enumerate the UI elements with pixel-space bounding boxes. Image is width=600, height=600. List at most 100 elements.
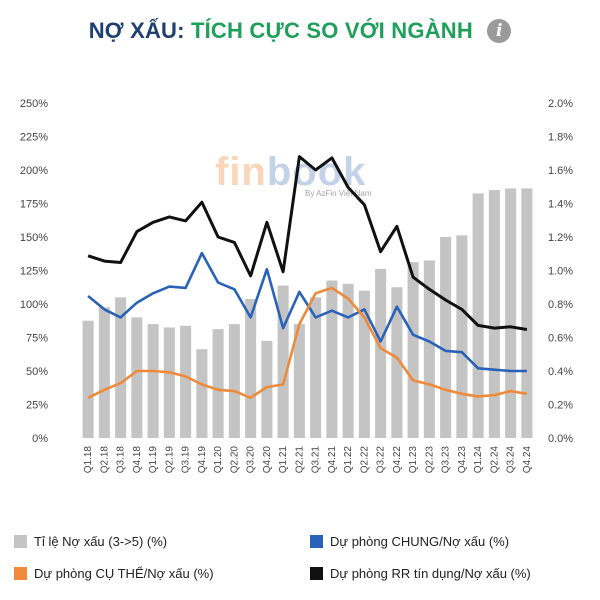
x-tick-label: Q1.19: [148, 446, 159, 474]
bar-Q1.19: [147, 324, 159, 438]
x-tick-label: Q1.21: [278, 446, 289, 474]
x-tick-label: Q2.20: [229, 446, 240, 474]
bar-Q4.20: [261, 340, 273, 438]
x-tick-label: Q3.20: [246, 446, 257, 474]
bar-Q3.21: [310, 297, 322, 438]
x-tick-label: Q2.21: [294, 446, 305, 474]
legend-item-chung[interactable]: Dự phòng CHUNG/Nợ xấu (%): [310, 534, 509, 549]
x-tick-label: Q4.22: [392, 446, 403, 474]
x-tick-label: Q2.24: [489, 446, 500, 474]
right-tick-label: 1.6%: [548, 165, 573, 177]
x-tick-label: Q4.18: [132, 446, 143, 474]
title-part1: NỢ XẤU:: [88, 18, 185, 43]
bar-series: [82, 188, 533, 438]
legend-label: Dự phòng RR tín dụng/Nợ xấu (%): [330, 566, 531, 581]
watermark-logo: finbook: [215, 150, 372, 195]
bar-Q1.23: [407, 262, 419, 438]
bar-Q2.24: [488, 190, 500, 438]
x-axis: Q1.18 Q2.18 Q3.18 Q4.18 Q1.19 Q2.19 Q3.19 Q4.19…: [83, 446, 533, 474]
bar-Q3.18: [115, 297, 127, 438]
x-tick-label: Q2.19: [164, 446, 175, 474]
legend-swatch-cuthe: [14, 567, 27, 580]
bar-Q3.22: [375, 268, 387, 438]
bar-Q1.22: [342, 283, 354, 438]
x-tick-label: Q1.23: [408, 446, 419, 474]
left-tick-label: 125%: [20, 266, 48, 278]
bar-Q2.18: [98, 307, 110, 438]
right-tick-label: 0.8%: [548, 299, 573, 311]
left-tick-label: 200%: [20, 165, 48, 177]
legend-label: Dự phòng CHUNG/Nợ xấu (%): [330, 534, 510, 549]
bar-Q3.20: [245, 298, 257, 438]
bar-Q2.22: [358, 290, 370, 438]
right-tick-label: 2.0%: [548, 98, 573, 110]
bar-Q1.21: [277, 285, 289, 438]
line-cuthe: [87, 286, 528, 400]
legend-swatch-rr: [310, 567, 323, 580]
legend-item-npl-ratio[interactable]: Tỉ lệ Nợ xấu (3->5) (%): [14, 534, 167, 549]
bar-Q2.23: [423, 260, 435, 438]
page-title: NỢ XẤU: TÍCH CỰC SO VỚI NGÀNH i: [0, 18, 600, 44]
left-tick-label: 225%: [20, 132, 48, 144]
line-series-group: [87, 155, 528, 400]
right-tick-label: 0.2%: [548, 400, 573, 412]
left-axis: 0% 25% 50% 75% 100% 125% 150% 175% 200% 225% 250%: [20, 98, 48, 445]
legend-item-rr[interactable]: Dự phòng RR tín dụng/Nợ xấu (%): [310, 566, 531, 581]
left-tick-label: 175%: [20, 199, 48, 211]
legend-item-cuthe[interactable]: Dự phòng CỤ THỂ/Nợ xấu (%): [14, 566, 214, 581]
bar-Q3.24: [505, 188, 517, 438]
left-tick-label: 0%: [32, 433, 48, 445]
bar-Q1.18: [82, 320, 94, 438]
x-tick-label: Q4.21: [327, 446, 338, 474]
bar-Q2.20: [228, 324, 240, 438]
bar-Q4.18: [131, 317, 143, 438]
left-tick-label: 150%: [20, 232, 48, 244]
x-tick-label: Q4.20: [262, 446, 273, 474]
x-tick-label: Q1.18: [83, 446, 94, 474]
line-chung: [87, 251, 527, 373]
left-tick-label: 75%: [26, 333, 48, 345]
watermark-logo-fin: fin: [215, 150, 267, 194]
right-tick-label: 1.4%: [548, 199, 573, 211]
left-tick-label: 100%: [20, 299, 48, 311]
x-tick-label: Q1.24: [473, 446, 484, 474]
x-tick-label: Q2.22: [359, 446, 370, 474]
legend-swatch-bar: [14, 535, 27, 548]
line-rr: [87, 155, 528, 331]
right-tick-label: 1.2%: [548, 232, 573, 244]
bar-Q4.24: [521, 188, 533, 438]
title-part2: TÍCH CỰC SO VỚI NGÀNH: [190, 18, 473, 43]
x-tick-label: Q3.19: [181, 446, 192, 474]
bar-Q1.20: [212, 329, 224, 438]
right-tick-label: 1.0%: [548, 266, 573, 278]
right-tick-label: 1.8%: [548, 132, 573, 144]
bar-Q4.23: [456, 235, 468, 438]
x-tick-label: Q2.23: [424, 446, 435, 474]
x-tick-label: Q4.19: [197, 446, 208, 474]
legend-label: Tỉ lệ Nợ xấu (3->5) (%): [34, 534, 168, 549]
bar-Q2.19: [163, 327, 175, 438]
x-tick-label: Q3.24: [506, 446, 517, 474]
bar-Q4.19: [196, 349, 208, 438]
watermark: finbook By AzFin Việt Nam: [215, 150, 372, 198]
right-axis: 0.0% 0.2% 0.4% 0.6% 0.8% 1.0% 1.2% 1.4% 1.6% 1.8%…: [548, 98, 573, 445]
right-tick-label: 0.6%: [548, 333, 573, 345]
x-tick-label: Q3.21: [311, 446, 322, 474]
x-tick-label: Q1.22: [343, 446, 354, 474]
left-tick-label: 25%: [26, 400, 48, 412]
left-tick-label: 50%: [26, 366, 48, 378]
info-icon[interactable]: i: [487, 19, 512, 43]
bar-Q2.21: [293, 324, 305, 438]
right-tick-label: 0.4%: [548, 366, 573, 378]
watermark-tagline: By AzFin Việt Nam: [305, 189, 372, 198]
x-tick-label: Q1.20: [213, 446, 224, 474]
legend-swatch-chung: [310, 535, 323, 548]
legend-label: Dự phòng CỤ THỂ/Nợ xấu (%): [34, 566, 214, 581]
right-tick-label: 0.0%: [548, 433, 573, 445]
bar-Q3.19: [180, 325, 192, 438]
left-tick-label: 250%: [20, 98, 48, 110]
x-tick-label: Q4.23: [457, 446, 468, 474]
x-tick-label: Q3.23: [441, 446, 452, 474]
x-tick-label: Q3.18: [116, 446, 127, 474]
